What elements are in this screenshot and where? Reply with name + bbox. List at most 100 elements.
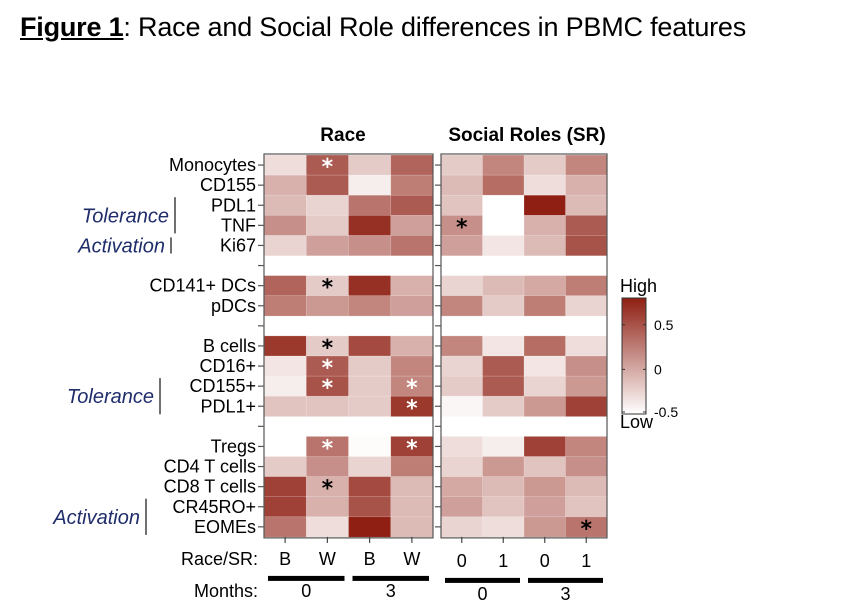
heatmap-cell (305, 215, 350, 237)
heatmap-cell (348, 235, 392, 257)
heatmap-cell (263, 476, 307, 498)
significance-star: * (406, 396, 418, 421)
heatmap-cell (440, 194, 484, 216)
month-label: 0 (477, 584, 487, 604)
row-label: CD16+ (199, 356, 256, 376)
month-bar (268, 575, 345, 581)
heatmap-cell (263, 154, 307, 176)
heatmap-cell (523, 174, 567, 196)
heatmap-cell (482, 174, 525, 196)
significance-star: * (406, 376, 418, 401)
heatmap-cell (440, 295, 484, 317)
heatmap-cell (565, 355, 608, 377)
month-bar (528, 577, 603, 583)
panel-title: Social Roles (SR) (448, 125, 605, 146)
row-label: PDL1 (211, 195, 256, 215)
heatmap-cell (440, 496, 484, 518)
row-label: TNF (221, 215, 256, 235)
column-label: W (319, 549, 336, 569)
month-label: 3 (386, 581, 396, 601)
heatmap-cell (523, 436, 567, 458)
row-label: CD8 T cells (164, 477, 256, 497)
months-axis-label: Months: (194, 581, 258, 601)
group-label: Activation (77, 235, 165, 257)
row-label: EOMEs (194, 517, 256, 537)
column-label: 1 (581, 551, 591, 571)
heatmap-cell (482, 456, 525, 478)
heatmap-cell (390, 194, 434, 216)
heatmap-cell (440, 375, 484, 397)
row-label: Monocytes (169, 155, 256, 175)
heatmap-cell (390, 275, 434, 297)
significance-star: * (406, 436, 418, 461)
heatmap-cell (263, 436, 307, 458)
column-label: B (364, 549, 376, 569)
heatmap-cell (348, 215, 392, 237)
colorbar-tick-label: -0.5 (654, 404, 678, 420)
month-label: 3 (560, 584, 570, 604)
heatmap-cell (348, 516, 392, 538)
heatmap-cell (523, 395, 567, 417)
heatmap-cell (482, 215, 525, 237)
heatmap-cell (523, 476, 567, 498)
heatmap-cell (263, 335, 307, 357)
heatmap-cell (348, 476, 392, 498)
heatmap-cell (390, 476, 434, 498)
heatmap-cell (565, 295, 608, 317)
panel-title: Race (320, 125, 365, 146)
heatmap-cell (263, 174, 307, 196)
row-label: CD155 (200, 175, 256, 195)
heatmap-cell (263, 516, 307, 538)
heatmap-cell (305, 516, 350, 538)
colorbar-low-label: Low (620, 412, 654, 432)
heatmap-cell (523, 194, 567, 216)
heatmap-cell (440, 395, 484, 417)
heatmap-cell (565, 375, 608, 397)
heatmap-cell (348, 436, 392, 458)
heatmap-cell (523, 496, 567, 518)
group-label: Tolerance (67, 386, 154, 408)
heatmap-cell (523, 215, 567, 237)
heatmap-cell (390, 295, 434, 317)
heatmap-cell (348, 355, 392, 377)
heatmap-cell (482, 516, 525, 538)
colorbar-tick-label: 0.5 (654, 317, 674, 333)
row-label: CD141+ DCs (149, 276, 256, 296)
heatmap-cell (523, 375, 567, 397)
significance-star: * (322, 356, 334, 381)
column-label: B (279, 549, 291, 569)
column-label: W (403, 549, 420, 569)
heatmap-cell (482, 295, 525, 317)
heatmap-cell (482, 436, 525, 458)
heatmap-cell (565, 476, 608, 498)
group-label: Tolerance (82, 205, 169, 227)
significance-star: * (322, 436, 334, 461)
heatmap-cell (390, 154, 434, 176)
figure-title: Figure 1: Race and Social Role differenc… (20, 12, 746, 43)
heatmap-cell (348, 335, 392, 357)
month-bar (445, 577, 520, 583)
significance-star: * (580, 517, 592, 542)
heatmap-cell (263, 295, 307, 317)
heatmap-cell (482, 335, 525, 357)
column-label: 0 (540, 551, 550, 571)
heatmap-cell (390, 516, 434, 538)
heatmap-cell (523, 355, 567, 377)
heatmap-cell (523, 275, 567, 297)
row-label: B cells (203, 336, 256, 356)
heatmap-cell (565, 154, 608, 176)
heatmap-cell (482, 194, 525, 216)
heatmap-cell (348, 295, 392, 317)
heatmap-cell (305, 235, 350, 257)
figure-caption: : Race and Social Role differences in PB… (123, 12, 747, 42)
heatmap-cell (390, 496, 434, 518)
heatmap-cell (440, 476, 484, 498)
significance-star: * (322, 376, 334, 401)
race-sr-axis-label: Race/SR: (181, 549, 258, 569)
month-bar (352, 575, 429, 581)
heatmap-cell (348, 395, 392, 417)
heatmap-cell (565, 174, 608, 196)
heatmap-cell (565, 235, 608, 257)
heatmap-cell (482, 476, 525, 498)
colorbar-high-label: High (620, 276, 657, 296)
